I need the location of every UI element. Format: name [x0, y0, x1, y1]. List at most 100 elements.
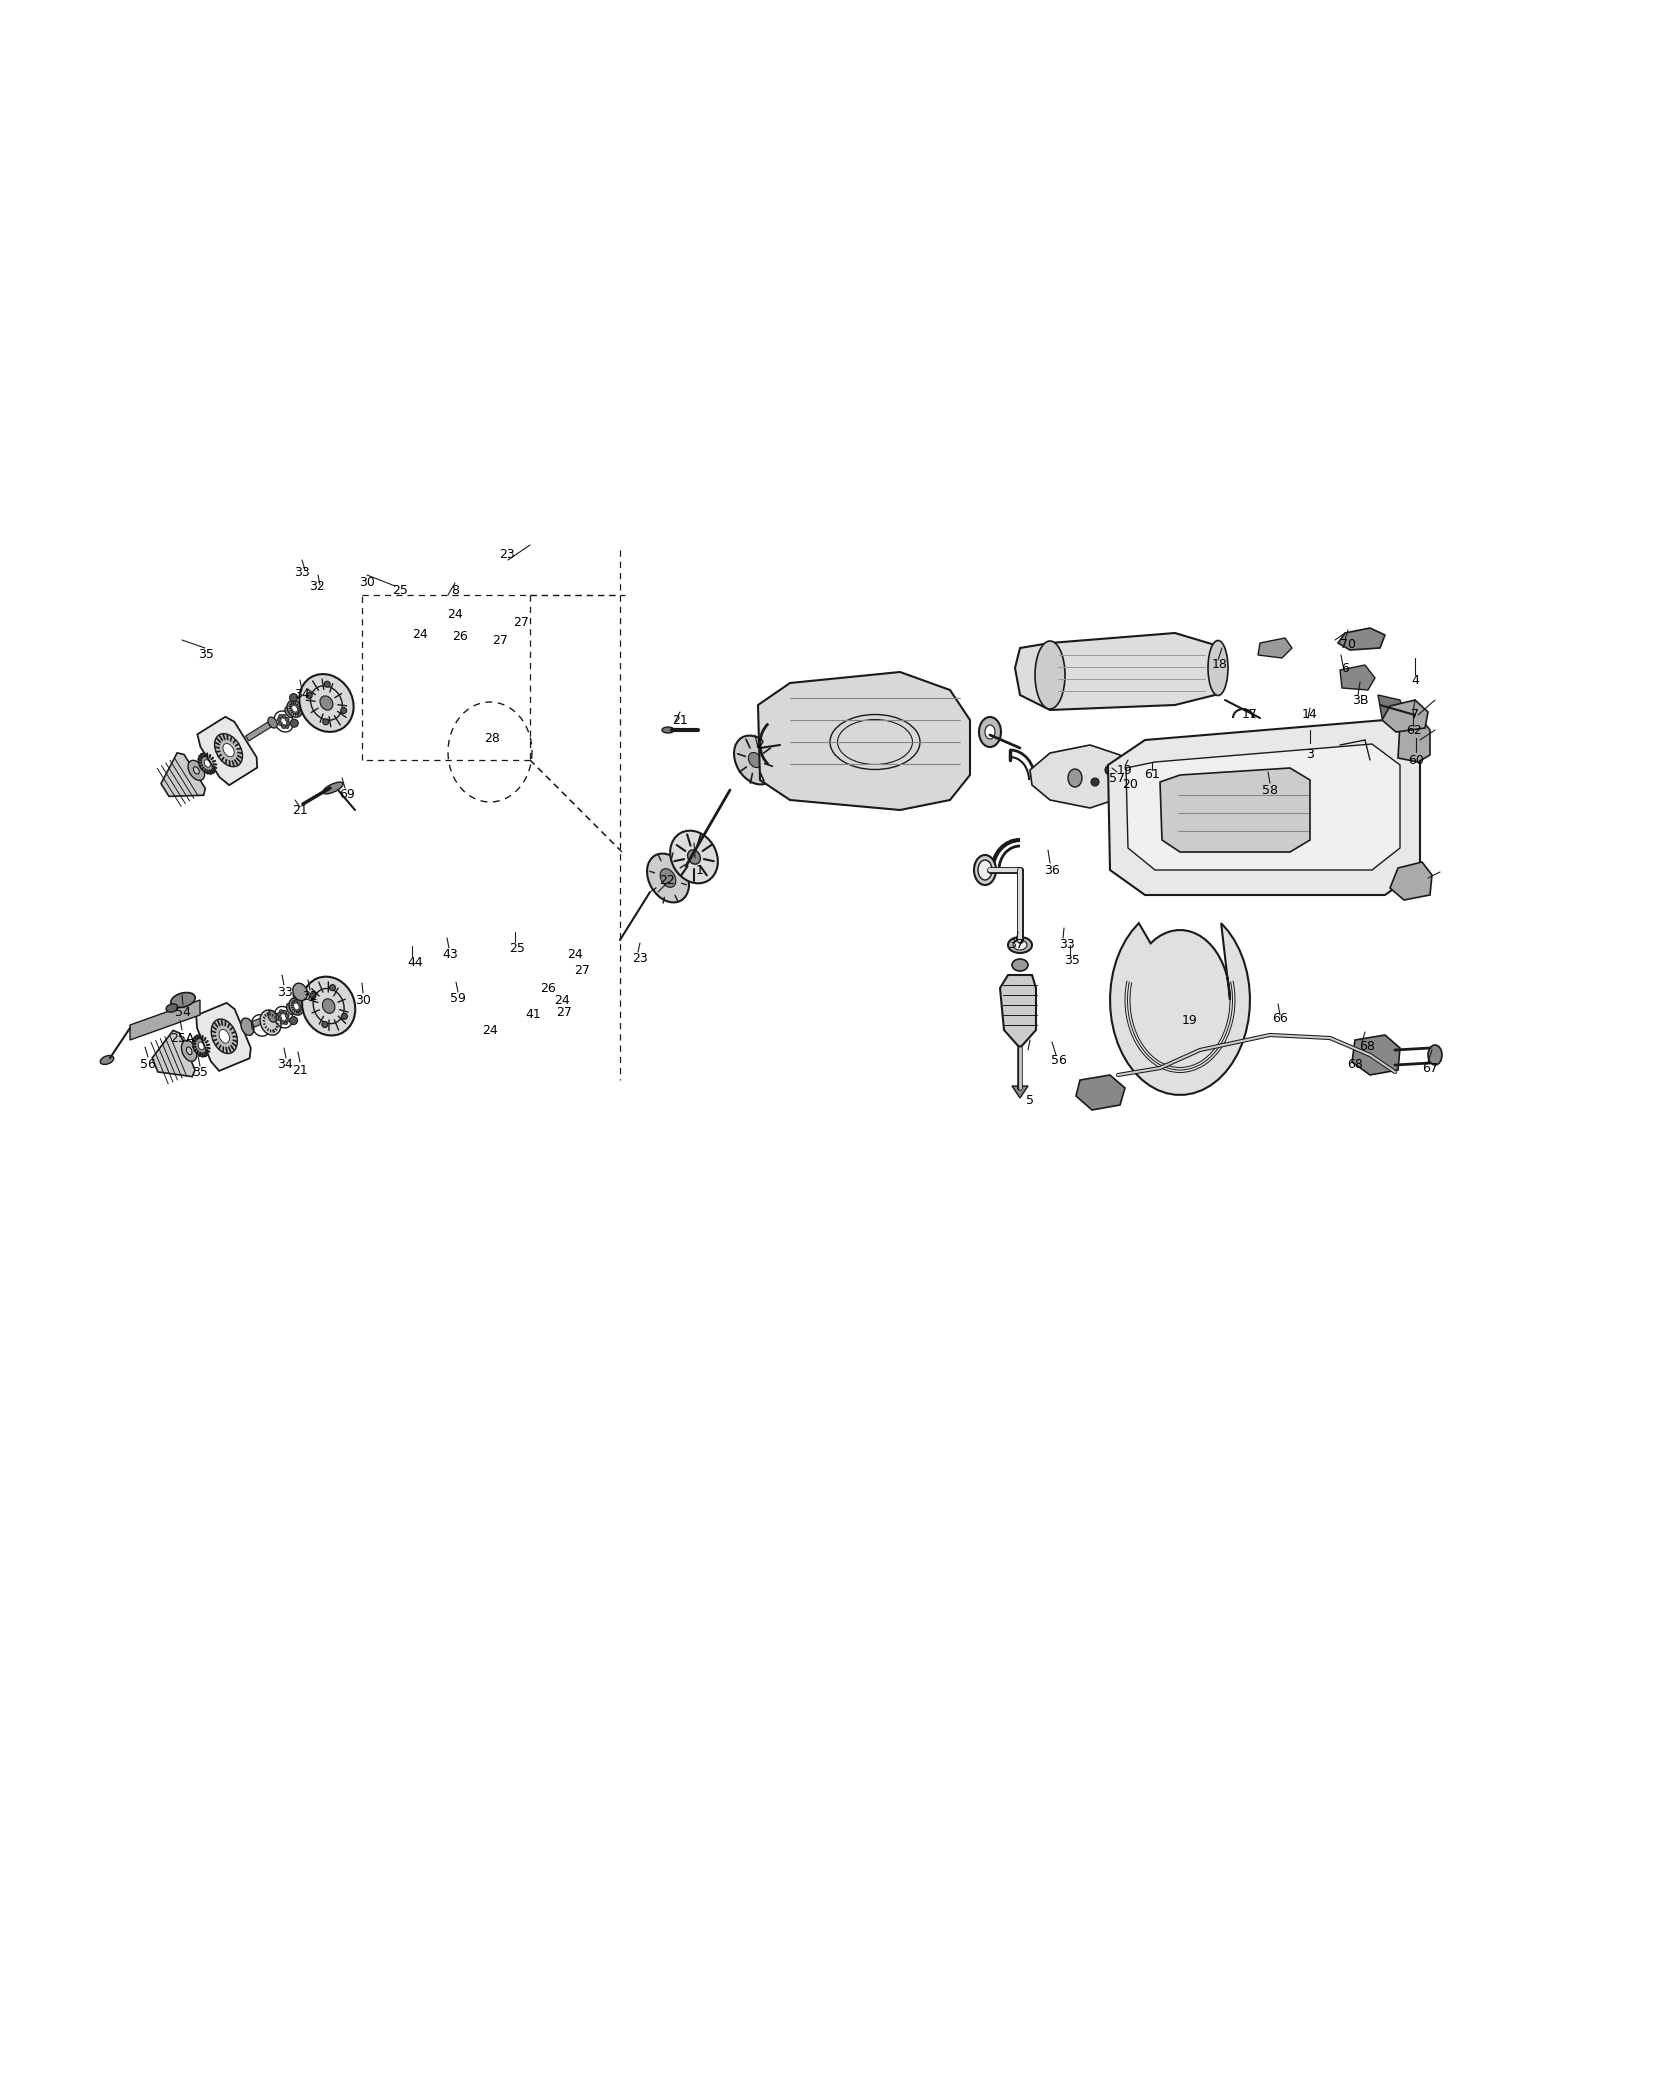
- Text: 21: 21: [292, 1064, 308, 1076]
- Text: 68: 68: [1359, 1041, 1374, 1053]
- Circle shape: [307, 1008, 310, 1012]
- Ellipse shape: [288, 997, 303, 1016]
- Ellipse shape: [218, 1028, 230, 1043]
- Text: 60: 60: [1408, 753, 1424, 766]
- Ellipse shape: [167, 1003, 178, 1012]
- Circle shape: [305, 709, 310, 711]
- Text: 69: 69: [340, 789, 355, 801]
- Circle shape: [290, 1016, 298, 1024]
- Polygon shape: [245, 718, 277, 741]
- Circle shape: [307, 693, 312, 699]
- Text: 43: 43: [441, 947, 458, 960]
- Polygon shape: [187, 1030, 230, 1056]
- Circle shape: [277, 718, 282, 722]
- Text: 3B: 3B: [1351, 693, 1368, 707]
- Ellipse shape: [323, 999, 335, 1014]
- Text: 33: 33: [1060, 939, 1075, 951]
- Text: 35: 35: [1065, 953, 1080, 966]
- Polygon shape: [243, 1012, 277, 1030]
- Text: 30: 30: [360, 576, 375, 590]
- Text: 36: 36: [1045, 864, 1060, 876]
- Circle shape: [312, 1001, 315, 1005]
- Ellipse shape: [287, 1003, 295, 1014]
- Circle shape: [290, 720, 298, 728]
- Text: 25: 25: [510, 941, 525, 955]
- Ellipse shape: [985, 726, 995, 738]
- Polygon shape: [1389, 862, 1433, 899]
- Circle shape: [307, 1003, 310, 1008]
- Text: 37: 37: [1008, 939, 1025, 951]
- Ellipse shape: [748, 753, 761, 768]
- Ellipse shape: [980, 718, 1001, 747]
- Polygon shape: [197, 1003, 252, 1070]
- Text: 24: 24: [481, 1024, 498, 1037]
- Text: 25: 25: [392, 584, 408, 597]
- Text: 27: 27: [575, 964, 590, 976]
- Text: 21: 21: [292, 803, 308, 816]
- Text: 34: 34: [295, 688, 310, 701]
- Text: 33: 33: [277, 987, 293, 999]
- Text: 62: 62: [1406, 724, 1421, 736]
- Polygon shape: [1076, 1074, 1125, 1110]
- Ellipse shape: [205, 759, 210, 768]
- Ellipse shape: [646, 853, 690, 903]
- Ellipse shape: [193, 768, 200, 774]
- Ellipse shape: [223, 743, 235, 757]
- Text: 27: 27: [556, 1008, 571, 1020]
- Text: 6: 6: [1341, 661, 1349, 674]
- Circle shape: [310, 993, 317, 999]
- Ellipse shape: [670, 830, 718, 882]
- Text: 30: 30: [355, 993, 372, 1008]
- Circle shape: [278, 713, 283, 718]
- Text: 66: 66: [1273, 1012, 1288, 1024]
- Polygon shape: [1000, 974, 1036, 1047]
- Circle shape: [293, 991, 302, 999]
- Ellipse shape: [1068, 770, 1081, 786]
- Circle shape: [312, 703, 317, 707]
- Text: 34: 34: [277, 1058, 293, 1070]
- Ellipse shape: [268, 1010, 277, 1022]
- Circle shape: [278, 1016, 282, 1020]
- Text: 3: 3: [1306, 749, 1314, 761]
- Text: 25A: 25A: [170, 1030, 195, 1045]
- Circle shape: [285, 724, 288, 728]
- Text: 14: 14: [1303, 709, 1318, 722]
- Text: 24: 24: [555, 993, 570, 1008]
- Circle shape: [285, 718, 290, 722]
- Ellipse shape: [187, 1047, 192, 1056]
- Circle shape: [308, 701, 313, 705]
- Text: 23: 23: [500, 547, 515, 561]
- Circle shape: [282, 713, 287, 718]
- Text: 26: 26: [451, 630, 468, 642]
- Text: 32: 32: [302, 991, 318, 1003]
- Text: 54: 54: [175, 1008, 192, 1020]
- Circle shape: [1091, 778, 1100, 786]
- Text: 23: 23: [631, 951, 648, 964]
- Circle shape: [283, 1010, 287, 1014]
- Circle shape: [308, 711, 313, 715]
- Polygon shape: [130, 999, 200, 1041]
- Circle shape: [323, 720, 328, 724]
- Text: 35: 35: [198, 649, 213, 661]
- Ellipse shape: [212, 1020, 237, 1053]
- Text: 33: 33: [295, 565, 310, 578]
- Text: 27: 27: [513, 615, 528, 628]
- Ellipse shape: [198, 753, 217, 774]
- Ellipse shape: [302, 976, 355, 1035]
- Ellipse shape: [260, 1010, 282, 1035]
- Ellipse shape: [182, 1041, 197, 1062]
- Polygon shape: [1378, 695, 1404, 718]
- Ellipse shape: [293, 1003, 298, 1010]
- Ellipse shape: [660, 868, 676, 887]
- Text: 7: 7: [1411, 709, 1419, 722]
- Ellipse shape: [688, 849, 700, 864]
- Text: 58: 58: [1263, 784, 1278, 797]
- Circle shape: [1105, 766, 1115, 776]
- Circle shape: [340, 707, 347, 713]
- Text: 17: 17: [1243, 709, 1258, 722]
- Circle shape: [280, 1010, 283, 1014]
- Ellipse shape: [1035, 640, 1065, 709]
- Polygon shape: [152, 1030, 195, 1076]
- Polygon shape: [162, 753, 205, 797]
- Circle shape: [280, 1020, 285, 1024]
